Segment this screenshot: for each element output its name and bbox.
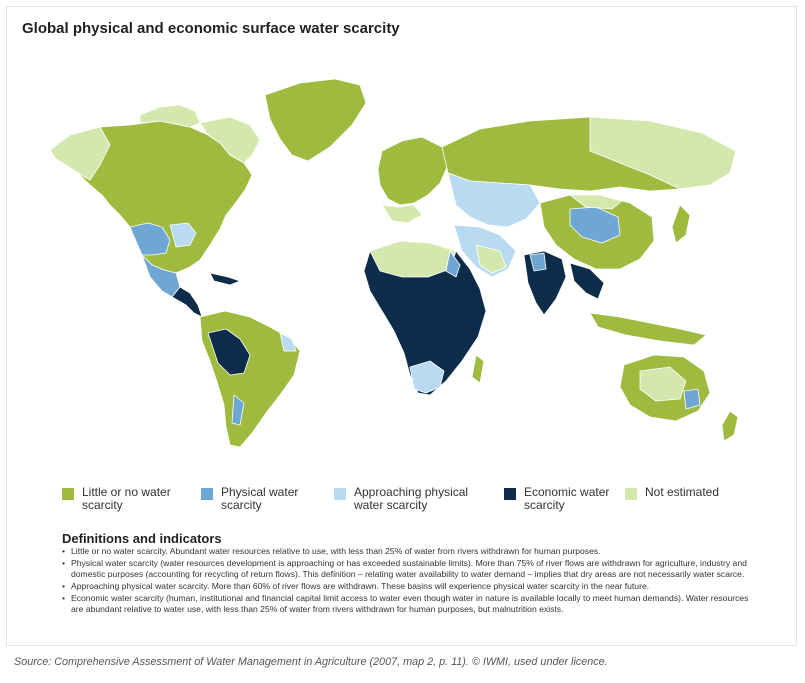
europe-south: [381, 204, 423, 224]
definition-item: Approaching physical water scarcity. Mor…: [62, 581, 762, 592]
figure-frame: [6, 6, 797, 646]
usa-mid: [169, 222, 197, 248]
murray-darling: [683, 388, 701, 410]
source-note: Source: Comprehensive Assessment of Wate…: [14, 656, 608, 668]
india-physical: [529, 252, 547, 272]
amazon-economic: [207, 328, 251, 376]
cuba: [209, 272, 241, 286]
greenland: [264, 78, 367, 162]
legend-label-approaching: Approaching physical water scarcity: [354, 485, 469, 512]
legend-item-approaching: Approaching physical water scarcity: [334, 486, 484, 512]
siberia-east: [589, 116, 737, 190]
definition-item: Economic water scarcity (human, institut…: [62, 593, 762, 615]
legend-item-not-estimated: Not estimated: [625, 486, 755, 500]
definitions-heading: Definitions and indicators: [62, 531, 222, 546]
legend-label-little: Little or no water scarcity: [82, 485, 171, 512]
landmasses: [49, 78, 739, 448]
swatch-not-estimated: [625, 488, 637, 500]
japan: [671, 204, 691, 244]
alaska: [49, 126, 111, 181]
swatch-little: [62, 488, 74, 500]
definitions-list: Little or no water scarcity. Abundant wa…: [62, 546, 762, 616]
swatch-economic: [504, 488, 516, 500]
europe: [377, 136, 449, 206]
sahara: [369, 240, 457, 278]
legend-item-economic: Economic water scarcity: [504, 486, 616, 512]
legend: Little or no water scarcity Physical wat…: [62, 486, 782, 522]
swatch-physical: [201, 488, 213, 500]
map-title: Global physical and economic surface wat…: [22, 20, 400, 37]
egypt-nile: [445, 250, 461, 278]
arabia-ne: [475, 244, 507, 274]
mongolia: [569, 194, 623, 210]
central-america: [171, 286, 203, 318]
legend-label-economic: Economic water scarcity: [524, 485, 610, 512]
usa-west: [129, 222, 171, 256]
legend-label-not-estimated: Not estimated: [645, 485, 720, 499]
legend-item-little: Little or no water scarcity: [62, 486, 174, 512]
world-map: [49, 78, 739, 448]
southern-africa: [409, 360, 445, 394]
definition-item: Physical water scarcity (water resources…: [62, 558, 762, 580]
south-america-ne: [279, 332, 297, 352]
australia-interior: [639, 366, 687, 402]
swatch-approaching: [334, 488, 346, 500]
patagonia: [231, 394, 245, 426]
definition-item: Little or no water scarcity. Abundant wa…: [62, 546, 762, 557]
legend-label-physical: Physical water scarcity: [221, 485, 299, 512]
indonesia: [589, 312, 707, 346]
central-asia: [447, 172, 541, 228]
china-physical: [569, 206, 621, 244]
madagascar: [471, 354, 485, 384]
legend-item-physical: Physical water scarcity: [201, 486, 309, 512]
new-zealand: [721, 410, 739, 442]
se-asia: [569, 262, 605, 300]
canada-north: [199, 116, 261, 164]
